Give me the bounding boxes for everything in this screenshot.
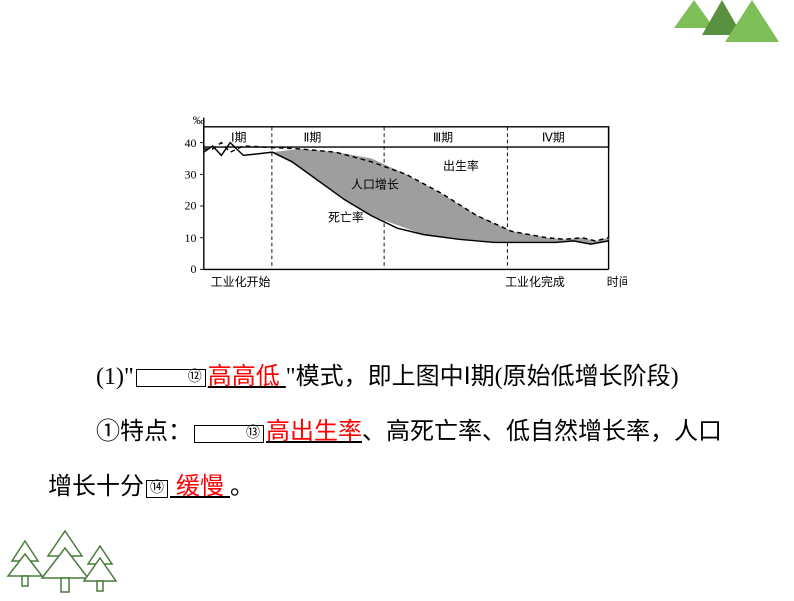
birth-label: 出生率 [443, 158, 479, 173]
paragraph-1: (1)"⑫高高低 "模式，即上图中Ⅰ期(原始低增长阶段) [48, 350, 748, 405]
chart-svg: Ⅰ期 Ⅱ期 Ⅲ期 Ⅳ期 0 10 20 30 40 ‰ [167, 105, 627, 305]
growth-label: 人口增长 [351, 177, 399, 191]
x-start-label: 工业化开始 [211, 275, 271, 289]
growth-area [272, 149, 609, 244]
ytick-30: 30 [184, 167, 196, 181]
p1-prefix: (1)" [96, 364, 134, 390]
box-14: ⑭ [146, 480, 168, 498]
p2-prefix: ①特点： [96, 419, 192, 445]
paragraph-2: ①特点：⑬高出生率、高死亡率、低自然增长率，人口 [48, 405, 748, 460]
ytick-0: 0 [190, 262, 196, 276]
period-2-label: Ⅱ期 [303, 131, 321, 145]
answer-2: 高出生率 [266, 419, 362, 445]
y-unit: ‰ [193, 113, 205, 127]
x-end-label: 工业化完成 [505, 274, 565, 289]
box-12: ⑫ [136, 369, 206, 387]
box-13: ⑬ [194, 425, 264, 443]
ytick-20: 20 [184, 199, 196, 213]
triangle-decoration-icon [664, 0, 784, 60]
p2-mid: 、高死亡率、低自然增长率，人口 [362, 419, 722, 445]
body-text: (1)"⑫高高低 "模式，即上图中Ⅰ期(原始低增长阶段) ①特点：⑬高出生率、高… [48, 350, 748, 516]
y-ticks: 0 10 20 30 40 [184, 136, 203, 276]
bottom-decoration [0, 526, 120, 596]
period-4-label: Ⅳ期 [542, 131, 565, 145]
period-1-label: Ⅰ期 [231, 131, 247, 145]
x-axis-label: 时间 [607, 275, 627, 289]
p1-mid: "模式，即上图中Ⅰ期(原始低增长阶段) [286, 364, 679, 390]
ytick-40: 40 [184, 136, 196, 150]
top-decoration [664, 0, 784, 60]
death-label: 死亡率 [328, 210, 364, 225]
tree-decoration-icon [0, 526, 120, 596]
p3-prefix: 增长十分 [48, 474, 144, 500]
population-transition-chart: Ⅰ期 Ⅱ期 Ⅲ期 Ⅳ期 0 10 20 30 40 ‰ [167, 105, 627, 305]
period-3-label: Ⅲ期 [433, 131, 453, 145]
p3-end: 。 [230, 474, 254, 500]
ytick-10: 10 [184, 231, 196, 245]
answer-3: 缓慢 [176, 474, 224, 500]
paragraph-3: 增长十分⑭ 缓慢 。 [48, 460, 748, 515]
answer-1: 高高低 [208, 364, 280, 390]
